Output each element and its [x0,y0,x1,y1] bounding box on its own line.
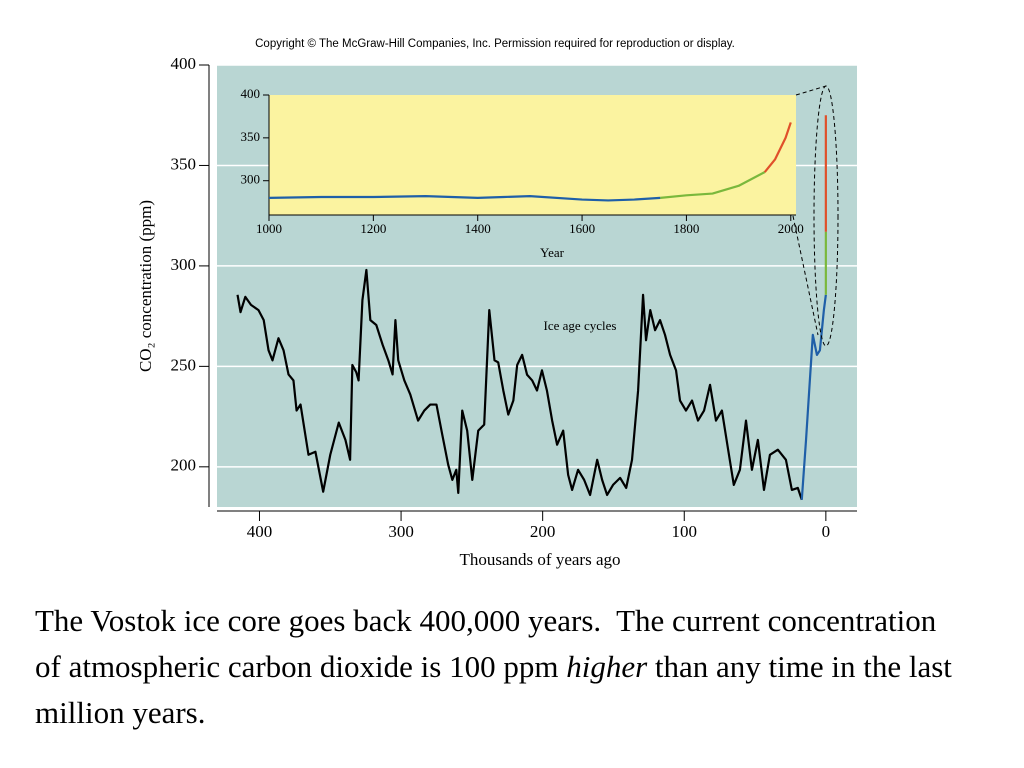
y-tick-label: 300 [171,255,197,274]
x-tick-label: 300 [388,522,414,541]
zoom-indicator [792,85,839,347]
y-tick-label: 350 [241,129,261,144]
caption-text: than any time in the last million years. [35,649,960,730]
zoom-line [795,85,827,96]
x-tick-label: 200 [530,522,556,541]
data-line [763,122,792,173]
y-tick-label: 200 [171,456,197,475]
x-tick-label: 0 [822,522,831,541]
x-tick-label: 1600 [569,221,595,236]
x-tick-label: 1800 [673,221,699,236]
data-line [268,195,661,202]
x-tick-label: 2000 [778,221,804,236]
x-tick-label: 1000 [256,221,282,236]
zoom-line [792,215,819,336]
y-tick-label: 250 [171,355,197,374]
chart: Copyright © The McGraw-Hill Companies, I… [136,38,857,569]
annotation: Ice age cycles [544,318,617,333]
x-tick-label: 400 [247,522,273,541]
y-tick-label: 400 [171,54,197,73]
data-line [660,171,766,199]
copyright: Copyright © The McGraw-Hill Companies, I… [255,38,735,50]
plot-background [269,95,796,215]
data-line [800,294,827,500]
x-tick-label: 100 [672,522,698,541]
inset-x-axis-label: Year [540,245,565,260]
x-tick-label: 1200 [360,221,386,236]
data-line [236,268,803,501]
x-axis-label: Thousands of years ago [460,550,621,569]
y-axis-label: CO₂ concentration (ppm) [136,200,155,372]
x-tick-label: 1400 [465,221,491,236]
inset-plot: 300 350 400 1000 1200 1400 1600 1800 2000 [241,86,804,236]
caption-text: The Vostok ice core goes back 400,000 ye… [35,603,945,684]
y-tick-label: 300 [241,172,261,187]
caption: The Vostok ice core goes back 400,000 ye… [35,598,965,736]
y-tick-label: 350 [171,154,197,173]
y-tick-label: 400 [241,86,261,101]
caption-emphasis: higher [566,649,648,684]
